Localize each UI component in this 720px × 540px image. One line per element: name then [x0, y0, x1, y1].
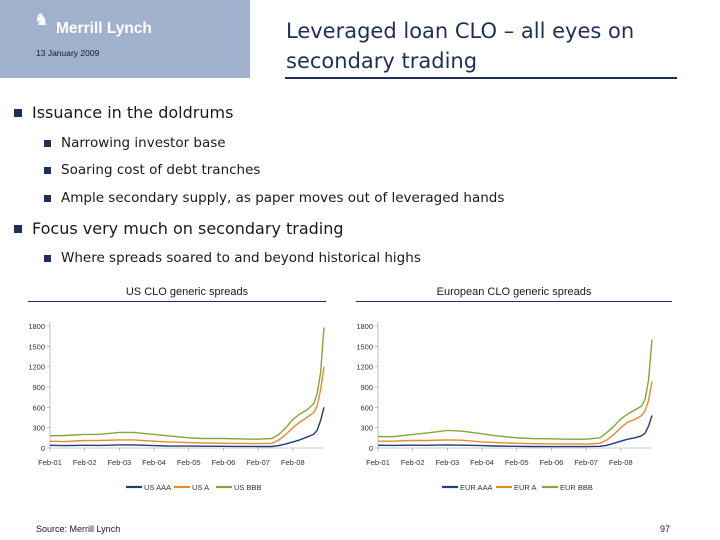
company-logo-text: Merrill Lynch	[56, 20, 152, 37]
eu-chart-rule	[356, 301, 672, 302]
bullet-secondary-trading: Focus very much on secondary trading	[14, 219, 344, 238]
series-line-eur-a	[378, 381, 653, 445]
y-tick-label: 600	[32, 403, 45, 412]
page-number: 97	[660, 524, 671, 534]
y-tick-label: 1500	[356, 342, 373, 351]
bullet-square-icon	[44, 194, 51, 202]
bullet-square-icon	[14, 224, 22, 233]
series-line-eur-aaa	[377, 415, 653, 448]
x-tick-label: Feb-04	[470, 458, 494, 467]
series-line-us-a	[49, 366, 325, 445]
legend-label: EUR BBB	[560, 483, 593, 492]
y-tick-label: 900	[32, 383, 45, 392]
title-divider	[285, 77, 677, 79]
y-tick-label: 300	[360, 424, 373, 433]
y-tick-label: 300	[32, 424, 45, 433]
y-tick-label: 1500	[28, 342, 45, 351]
bullet-square-icon	[44, 254, 51, 262]
logo-box: ♞ Merrill Lynch 13 January 2009	[0, 0, 250, 78]
bullet-text: Ample secondary supply, as paper moves o…	[61, 190, 505, 206]
y-tick-label: 1800	[28, 322, 45, 331]
eu-chart-title: European CLO generic spreads	[436, 286, 592, 298]
bullet-text: Issuance in the doldrums	[32, 103, 234, 122]
sub-bullet-secondary-supply: Ample secondary supply, as paper moves o…	[44, 190, 504, 206]
x-tick-label: Feb-01	[38, 458, 62, 467]
european-clo-spreads-chart: 0 300 600 900 1200 1500 1800 Feb-01 Feb-02 Feb-03…	[356, 322, 653, 492]
x-tick-label: Feb-08	[281, 458, 305, 467]
x-tick-label: Feb-07	[246, 458, 270, 467]
slide-title: Leveraged loan CLO – all eyes on seconda…	[286, 19, 635, 73]
x-tick-label: Feb-01	[366, 458, 390, 467]
sub-bullet-investor-base: Narrowing investor base	[44, 135, 226, 151]
y-tick-label: 1800	[356, 322, 373, 331]
x-tick-label: Feb-03	[435, 458, 459, 467]
x-tick-label: Feb-05	[505, 458, 529, 467]
us-clo-spreads-chart: 0 300 600 900 1200 1500 1800 Feb-01 Feb-02 Feb-03…	[28, 322, 325, 492]
sub-bullet-debt-cost: Soaring cost of debt tranches	[44, 162, 260, 178]
bullet-text: Soaring cost of debt tranches	[61, 162, 261, 178]
legend-label: EUR A	[514, 483, 537, 492]
x-tick-label: Feb-06	[212, 458, 236, 467]
sub-bullet-spreads: Where spreads soared to and beyond histo…	[44, 250, 421, 266]
bull-logo-icon: ♞	[34, 10, 50, 30]
bullet-issuance: Issuance in the doldrums	[14, 103, 233, 122]
series-line-us-bbb	[49, 327, 325, 440]
series-line-us-aaa	[49, 407, 325, 448]
y-tick-label: 1200	[28, 363, 45, 372]
slide-date: 13 January 2009	[36, 48, 100, 58]
x-tick-label: Feb-06	[540, 458, 564, 467]
legend-label: EUR AAA	[460, 483, 493, 492]
x-tick-label: Feb-05	[177, 458, 201, 467]
legend-label: US BBB	[234, 483, 262, 492]
y-tick-label: 600	[360, 403, 373, 412]
bullet-text: Narrowing investor base	[61, 135, 226, 151]
x-tick-label: Feb-07	[574, 458, 598, 467]
x-tick-label: Feb-02	[401, 458, 425, 467]
us-chart-rule	[28, 301, 326, 302]
y-tick-label: 0	[369, 444, 373, 453]
x-tick-label: Feb-04	[142, 458, 166, 467]
bullet-text: Focus very much on secondary trading	[32, 219, 344, 238]
series-line-eur-bbb	[377, 339, 653, 440]
bullet-text: Where spreads soared to and beyond histo…	[61, 250, 421, 266]
bullet-square-icon	[44, 139, 51, 147]
bullet-square-icon	[44, 166, 51, 174]
us-chart-title: US CLO generic spreads	[125, 286, 249, 298]
y-tick-label: 1200	[356, 363, 373, 372]
source-note: Source: Merrill Lynch	[36, 524, 121, 534]
bullet-square-icon	[14, 108, 22, 117]
x-tick-label: Feb-02	[73, 458, 97, 467]
y-tick-label: 900	[360, 383, 373, 392]
legend-label: US AAA	[144, 483, 171, 492]
x-tick-label: Feb-08	[609, 458, 633, 467]
x-tick-label: Feb-03	[107, 458, 131, 467]
y-tick-label: 0	[41, 444, 45, 453]
legend-label: US A	[192, 483, 209, 492]
